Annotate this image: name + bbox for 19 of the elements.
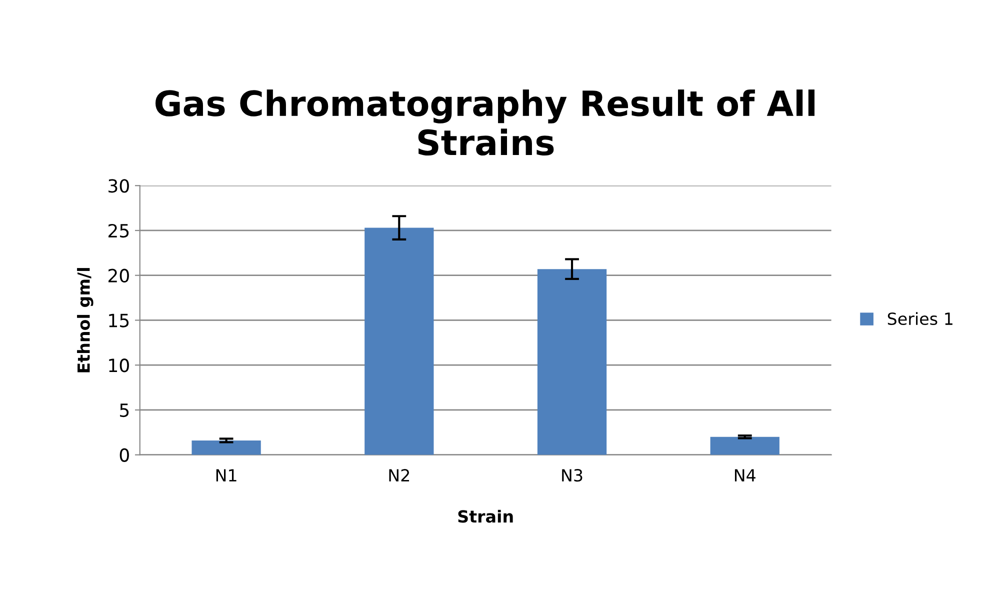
x-tick-label: N2 [389, 469, 410, 482]
y-tick-label: 30 [108, 179, 129, 193]
chart-title: Gas Chromatography Result of All Strains [156, 90, 814, 156]
x-tick-label: N1 [216, 469, 236, 482]
y-tick-label: 25 [108, 224, 129, 238]
y-tick-label: 20 [108, 268, 129, 282]
x-tick-label: N3 [562, 469, 582, 482]
legend-label: Series 1 [888, 312, 952, 326]
bar [537, 269, 607, 455]
y-tick-label: 10 [109, 358, 129, 372]
bar [710, 436, 780, 455]
y-tick-label: 5 [120, 404, 129, 418]
y-tick-label: 0 [120, 448, 129, 462]
y-tick-label: 15 [109, 314, 129, 328]
x-axis-title: Strain [458, 510, 513, 523]
bar [192, 440, 261, 455]
y-axis-title: Ethnol gm/l [77, 268, 94, 372]
x-tick-label: N4 [734, 469, 756, 482]
bar [364, 228, 434, 455]
